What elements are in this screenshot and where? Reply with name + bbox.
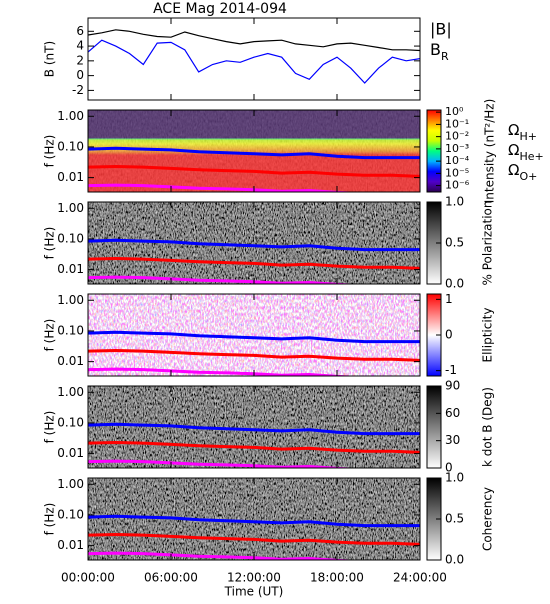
colorbar-label: Intensity (nT²/Hz) [483,99,497,204]
spectrogram-texture [88,294,420,376]
legend-label: ΩO+ [508,161,537,183]
colorbar-tick-label: 0.0 [445,277,464,291]
colorbar-tick-label: 1 [445,292,453,306]
colorbar-tick-label: 10⁻⁴ [445,154,470,167]
series-line [88,348,420,362]
label-subscript: O+ [519,170,537,183]
y-tick-label: 0.01 [57,538,84,552]
colorbar-tick-label: 10⁻⁵ [445,166,469,179]
y-axis-label: B (nT) [43,41,57,77]
y-tick-label: 0.01 [57,446,84,460]
colorbar-tick-label: 1.0 [445,195,464,209]
label-main: B [430,40,441,59]
y-axis-label: f (Hz) [43,227,57,260]
colorbar [426,385,442,469]
legend-label: |B| [430,20,452,39]
legend-label: BR [430,40,449,63]
colorbar-tick-label: 60 [445,406,460,420]
colorbar-tick-label: 10⁻¹ [445,117,469,130]
y-tick-label: 0.01 [57,262,84,276]
y-axis-label: f (Hz) [43,319,57,352]
x-tick-label: 18:00:00 [310,571,364,585]
series-line [88,422,420,436]
series-line [88,440,420,454]
label-subscript: He+ [519,150,543,163]
x-tick-label: 00:00:00 [61,571,115,585]
y-tick-label: -2 [72,83,84,97]
series-line [88,238,420,252]
y-tick-label: 1.00 [57,201,84,215]
label-main: Ω [508,161,519,179]
y-tick-label: 0.10 [57,323,84,337]
legend-label: ΩHe+ [508,141,544,163]
legend-label: ΩH+ [508,121,537,143]
series-line [88,146,420,160]
colorbar-tick-label: 0.0 [445,553,464,567]
y-axis-label: f (Hz) [43,503,57,536]
y-tick-label: 1.00 [57,293,84,307]
series-line [88,164,420,178]
label-main: Ω [508,141,519,159]
colorbar-label: k dot B (Deg) [481,387,495,467]
y-axis-label: f (Hz) [43,411,57,444]
colorbar-tick-label: 10⁰ [445,105,464,118]
y-tick-label: 2 [76,53,84,67]
label-subscript: H+ [519,130,537,143]
colorbar-tick-label: 0.5 [445,512,464,526]
y-tick-label: 0.10 [57,231,84,245]
x-tick-label: 24:00:00 [393,571,447,585]
y-tick-label: 0.10 [57,507,84,521]
colorbar-tick-label: -1 [445,363,457,377]
plot-frame [87,17,421,101]
y-tick-label: 6 [76,24,84,38]
y-tick-label: 0.01 [57,354,84,368]
colorbar-tick-label: 0 [445,461,453,475]
colorbar-tick-label: 10⁻⁶ [445,179,470,192]
series-line [88,29,420,52]
colorbar-tick-label: 0.5 [445,236,464,250]
series-line [88,330,420,344]
y-tick-label: 1.00 [57,109,84,123]
colorbar-tick-label: 90 [445,379,460,393]
colorbar-tick-label: 10⁻³ [445,142,469,155]
x-axis-label: Time (UT) [224,585,284,599]
series-line [88,39,420,84]
series-line [88,256,420,270]
colorbar-tick-label: 1.0 [445,471,464,485]
colorbar-label: % Polarization [481,201,495,286]
y-tick-label: 1.00 [57,385,84,399]
chart-title: ACE Mag 2014-094 [153,1,287,17]
spectrogram-texture [88,386,420,468]
colorbar-tick-label: 0 [445,328,453,342]
colorbar-label: Coherency [481,487,495,551]
y-tick-label: 0.01 [57,170,84,184]
series-line [88,532,420,546]
y-tick-label: 0.10 [57,139,84,153]
y-tick-label: 1.00 [57,477,84,491]
y-tick-label: 0.10 [57,415,84,429]
spectrogram-texture [88,478,420,560]
colorbar-tick-label: 30 [445,433,460,447]
x-tick-label: 12:00:00 [227,571,281,585]
series-line [88,514,420,528]
spectrogram-texture [88,110,420,192]
y-tick-label: 4 [76,39,84,53]
y-tick-label: 0 [76,68,84,82]
y-axis-label: f (Hz) [43,135,57,168]
colorbar [426,109,442,193]
x-tick-label: 06:00:00 [144,571,198,585]
label-main: Ω [508,121,519,139]
spectrogram-texture [88,202,420,284]
label-subscript: R [441,50,449,63]
colorbar-label: Ellipticity [481,308,495,363]
colorbar-tick-label: 10⁻² [445,130,469,143]
